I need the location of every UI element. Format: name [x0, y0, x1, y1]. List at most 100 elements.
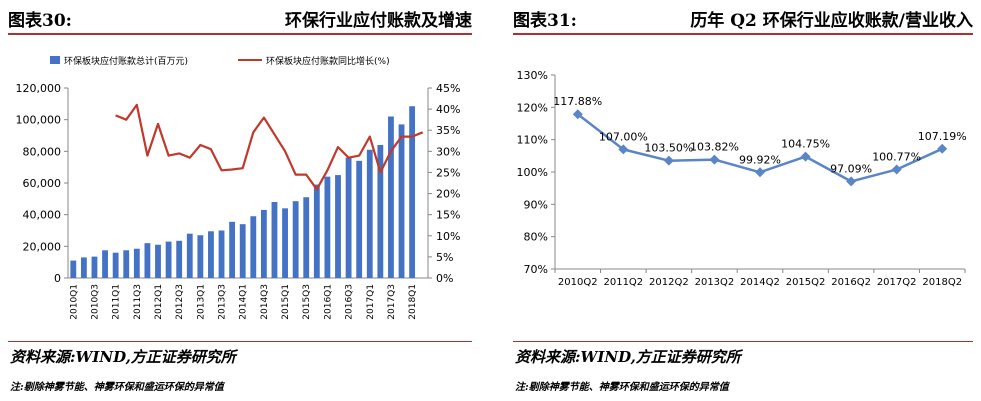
footer-rule: [8, 341, 472, 342]
x-tick-label: 2016Q3: [345, 284, 355, 320]
source-note: 资料来源:WIND,方正证券研究所: [515, 348, 741, 366]
bar-2015Q1: [282, 208, 288, 278]
y-left-tick-label: 0: [54, 272, 61, 285]
y-right-tick-label: 20%: [436, 188, 460, 201]
footnote: 注:剔除神雾节能、神雾环保和盛运环保的异常值: [515, 382, 729, 393]
title-rule: [513, 33, 973, 35]
bar-2014Q3: [260, 209, 267, 278]
x-tick-label: 2014Q1: [239, 284, 249, 320]
growth-line: [115, 103, 424, 191]
bar-2012Q2: [165, 241, 172, 278]
bar-2011Q2: [123, 250, 130, 278]
data-label-2010Q2: 117.88%: [553, 95, 602, 108]
bar-2016Q1: [324, 176, 331, 278]
figure-title: 图表31: 历年 Q2 环保行业应收账款/营业收入: [513, 6, 973, 32]
y-left-tick-label: 80,000: [23, 145, 62, 158]
legend-label-growth: 环保板块应付账款同比增长(%): [266, 55, 390, 67]
legend-swatch-payables: [50, 56, 60, 64]
y-left-tick-label: 20,000: [23, 240, 62, 253]
bar-2014Q4: [271, 202, 278, 278]
y-right-tick-label: 35%: [436, 124, 460, 137]
x-tick-label: 2016Q1: [323, 284, 333, 320]
data-label-2017Q2: 100.77%: [872, 151, 921, 164]
x-tick-label: 2015Q1: [281, 284, 291, 320]
data-label-2011Q2: 107.00%: [599, 130, 648, 143]
x-tick-label: 2010Q2: [558, 277, 598, 288]
data-label-2015Q2: 104.75%: [781, 138, 830, 151]
bar-2010Q3: [91, 256, 98, 278]
x-tick-label: 2017Q1: [366, 284, 376, 320]
y-tick-label: 90%: [524, 198, 548, 211]
right-figure-panel: 图表31: 历年 Q2 环保行业应收账款/营业收入 70% 80% 90% 100% 1…: [505, 0, 981, 401]
source-note: 资料来源:WIND,方正证券研究所: [10, 348, 236, 366]
footer-rule: [513, 341, 973, 342]
x-tick-label: 2015Q3: [302, 284, 312, 320]
bar-2017Q2: [377, 145, 384, 278]
bar-2017Q3: [388, 116, 394, 278]
bar-2010Q4: [102, 250, 108, 278]
bar-2012Q1: [155, 244, 161, 278]
x-tick-label: 2010Q1: [69, 284, 79, 320]
bar-2018Q1: [409, 106, 416, 278]
bar-2013Q2: [208, 231, 214, 278]
legend-label-payables: 环保板块应付账款总计(百万元): [64, 55, 188, 67]
bar-2015Q4: [313, 184, 320, 278]
figure-label: 图表31:: [513, 11, 577, 31]
bar-2013Q3: [218, 230, 225, 278]
x-tick-label: 2017Q3: [387, 284, 397, 320]
bar-2013Q4: [229, 221, 236, 278]
bar-2017Q1: [366, 149, 373, 278]
y-right-tick-label: 5%: [436, 251, 453, 264]
y-right-tick-label: 30%: [436, 145, 460, 158]
x-tick-label: 2017Q2: [877, 277, 917, 288]
x-tick-label: 2015Q2: [786, 277, 826, 288]
bar-2010Q1: [70, 260, 77, 278]
x-tick-label: 2012Q3: [175, 284, 185, 320]
bar-2010Q2: [80, 257, 87, 278]
title-rule: [8, 33, 472, 35]
bar-2011Q4: [144, 243, 151, 278]
y-right-tick-label: 15%: [436, 209, 460, 222]
payables-chart: 环保板块应付账款总计(百万元) 环保板块应付账款同比增长(%) 0 20,000 40,…: [16, 55, 461, 320]
data-point-2016Q2: [846, 176, 857, 187]
y-right-tick-label: 0%: [436, 272, 453, 285]
y-left-tick-label: 60,000: [23, 177, 62, 190]
bar-2012Q4: [186, 233, 193, 278]
bar-2013Q1: [197, 235, 204, 278]
figure-title-text: 历年 Q2 环保行业应收账款/营业收入: [690, 11, 973, 31]
data-label-2016Q2: 97.09%: [830, 162, 872, 175]
bar-2016Q4: [356, 160, 363, 278]
bar-2014Q1: [239, 224, 246, 278]
x-tick-label: 2018Q2: [922, 277, 962, 288]
x-tick-label: 2018Q1: [408, 284, 418, 320]
y-tick-label: 100%: [517, 166, 548, 179]
x-tick-label: 2013Q1: [196, 284, 206, 320]
data-point-2018Q2: [937, 143, 948, 154]
y-right-tick-label: 40%: [436, 103, 460, 116]
data-label-2018Q2: 107.19%: [918, 130, 967, 143]
x-tick-label: 2013Q3: [218, 284, 228, 320]
y-tick-label: 70%: [524, 263, 548, 276]
y-right-tick-label: 25%: [436, 166, 460, 179]
data-point-2014Q2: [755, 167, 765, 178]
footnote: 注:剔除神雾节能、神雾环保和盛运环保的异常值: [10, 382, 224, 393]
bar-2014Q2: [250, 216, 257, 278]
x-tick-label: 2010Q3: [90, 284, 100, 320]
data-point-2015Q2: [800, 151, 811, 162]
y-left-tick-label: 40,000: [23, 209, 62, 222]
x-tick-label: 2016Q2: [831, 277, 871, 288]
figure-title: 图表30: 环保行业应付账款及增速: [8, 6, 472, 32]
y-right-tick-label: 45%: [436, 82, 460, 95]
figure-title-text: 环保行业应付账款及增速: [285, 11, 472, 31]
data-label-2012Q2: 103.50%: [644, 142, 693, 155]
y-left-tick-label: 100,000: [16, 114, 62, 127]
bar-2017Q4: [398, 124, 405, 279]
data-label-2013Q2: 103.82%: [690, 141, 739, 154]
bar-2016Q2: [335, 175, 341, 278]
y-left-tick-label: 120,000: [16, 82, 62, 95]
y-tick-label: 80%: [524, 231, 548, 244]
x-tick-label: 2012Q2: [649, 277, 689, 288]
x-tick-label: 2012Q1: [154, 284, 164, 320]
left-figure-panel: 图表30: 环保行业应付账款及增速 环保板块应付账款总计(百万元) 环保板块应付账…: [0, 0, 480, 401]
bar-2016Q3: [345, 157, 352, 278]
